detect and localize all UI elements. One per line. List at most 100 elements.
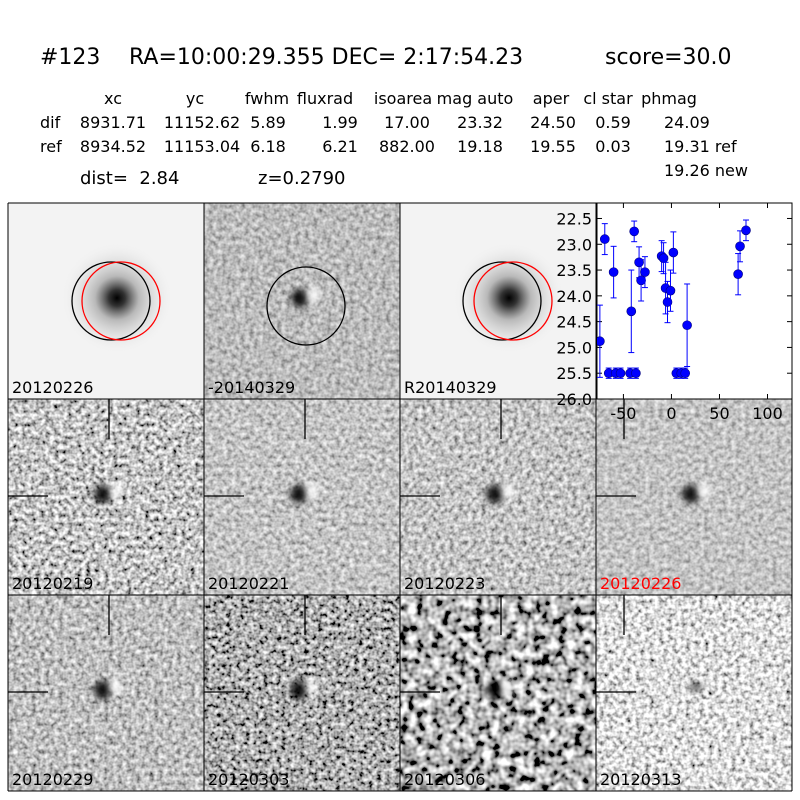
stamp-label: R20140329 [404,378,497,397]
point [662,297,673,307]
score: score=30.0 [605,45,732,70]
source [454,243,564,353]
column-header: cl star [583,89,633,108]
stamp-label: 20120226 [12,378,93,397]
y-tick-label: 26.0 [556,390,592,409]
y-tick-label: 23.0 [556,235,592,254]
point [735,241,745,252]
negative-blob [290,681,308,699]
positive-blob [307,287,319,303]
x-tick-label: 0 [666,404,676,423]
point [733,269,743,279]
table-cell: 0.59 [595,113,631,132]
point [631,368,641,379]
table-cell: 24.09 [664,113,710,132]
point [640,267,650,277]
table-cell: 19.31 ref [664,137,737,156]
aperture-circle [81,261,161,341]
x-tick-label: 100 [752,404,783,423]
table-cell: 24.50 [530,113,576,132]
table-cell: 17.00 [384,113,430,132]
stamps: 20120226 -20140329 R20140329 20120219 201202… [7,202,793,792]
table-cell: 19.55 [530,137,576,156]
x-tick-label: 50 [709,404,729,423]
positive-blob [110,679,122,695]
aperture-circle [462,261,542,341]
stamp-label: 20120229 [12,770,93,789]
marks [597,219,751,379]
table-cell: 8934.52 [80,137,146,156]
column-header: aper [533,89,570,108]
positive-blob [110,483,122,499]
column-header: xc [104,89,122,108]
stamp-label: 20120226 [600,574,681,593]
point [634,257,644,268]
stamp-label: 20120303 [208,770,289,789]
positive-blob [698,483,710,499]
point [629,226,639,237]
column-header: phmag [641,89,697,108]
y-tick-label: 25.0 [556,338,592,357]
redshift: z=0.2790 [258,168,346,189]
y-tick-label: 24.0 [556,287,592,306]
positive-blob [306,679,318,695]
y-tick-label: 22.5 [556,209,592,228]
point [680,368,690,379]
stamp-label: 20120223 [404,574,485,593]
aperture-circle [71,261,151,341]
table-cell: 882.00 [379,137,435,156]
stamp-image [596,595,792,791]
point [626,306,637,317]
point [682,320,692,331]
y-tick-label: 23.5 [556,261,592,280]
point [668,247,679,258]
point [599,234,610,244]
point [636,275,646,286]
column-header: mag auto [437,89,514,108]
column-header: fluxrad [297,89,353,108]
table-cell: 0.03 [595,137,631,156]
table-cell: 11153.04 [164,137,240,156]
negative-blob [486,485,504,503]
light-curve: 22.5 23.0 23.5 24.0 24.5 25.0 25.5 26.0 -50 0 50 10… [556,202,793,423]
positive-blob [502,483,514,499]
positive-blob [306,483,318,499]
table-note: 19.26 new [664,161,748,180]
column-header: yc [186,89,204,108]
negative-blob [94,485,112,503]
table-cell: 6.21 [322,137,358,156]
x-tick-label: -50 [610,404,636,423]
table-cell: 1.99 [322,113,358,132]
negative-blob [682,485,700,503]
stamp-label: 20120221 [208,574,289,593]
negative-blob [689,683,703,691]
table-cell: 8931.71 [80,113,146,132]
row-label: ref [40,137,62,156]
source [62,243,172,353]
stamp-label: 20120313 [600,770,681,789]
y-tick-label: 24.5 [556,313,592,332]
coordinates: RA=10:00:29.355 DEC= 2:17:54.23 [129,45,523,70]
table-cell: 6.18 [250,137,286,156]
negative-blob [94,681,112,699]
column-header: isoarea [374,89,432,108]
stamp-label: 20120306 [404,770,485,789]
aperture-circle [473,261,553,341]
point [608,267,619,277]
point [741,225,751,236]
distance: dist= 2.84 [80,168,179,189]
negative-blob [291,289,309,307]
point [658,253,669,263]
aperture-circle [266,266,346,346]
positive-blob [502,679,514,695]
point [615,368,626,379]
point [665,285,676,296]
negative-blob [486,681,504,699]
column-header: fwhm [245,89,289,108]
row-label: dif [40,113,61,132]
object-id: #123 [40,45,100,70]
stamp-label: -20140329 [208,378,295,397]
point [597,336,605,347]
table-cell: 5.89 [250,113,286,132]
